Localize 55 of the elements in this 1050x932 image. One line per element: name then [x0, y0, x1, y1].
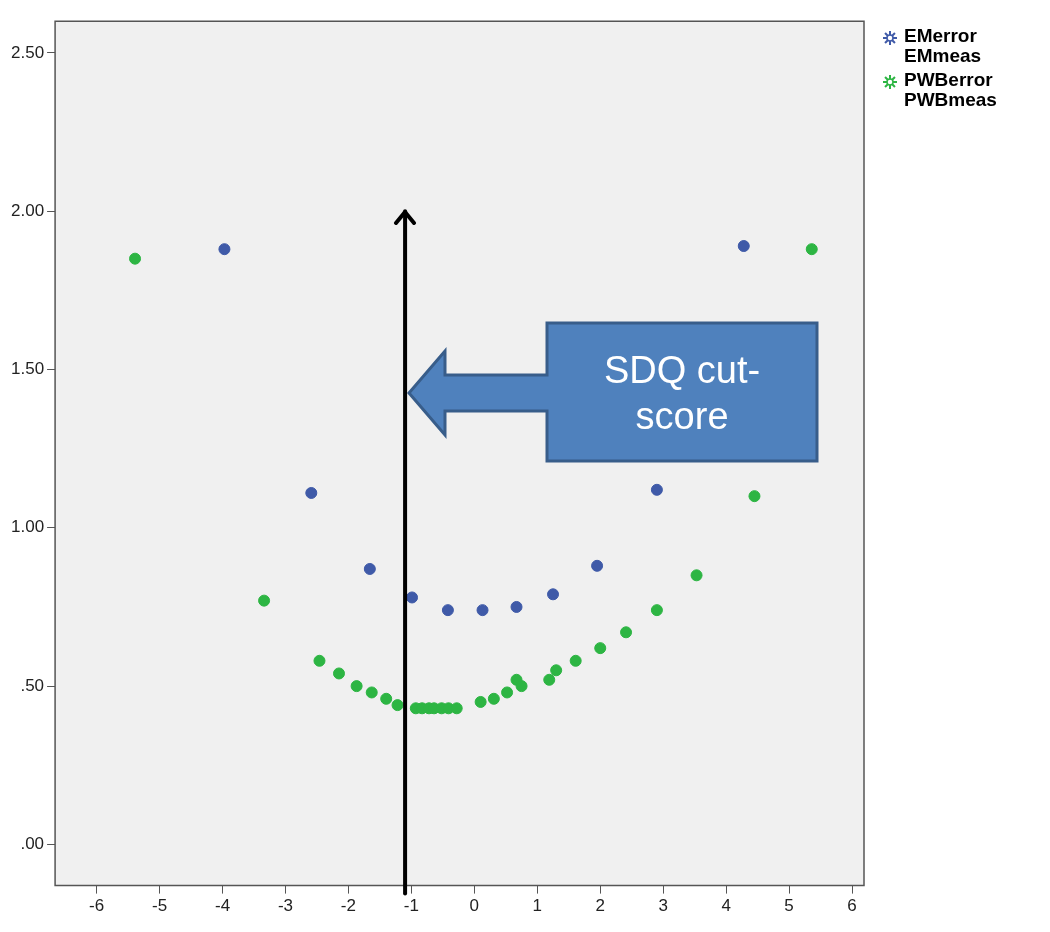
- point: [591, 559, 604, 572]
- point: [350, 680, 363, 693]
- point: [515, 680, 528, 693]
- point: [594, 642, 607, 655]
- point: [313, 654, 326, 667]
- point: [305, 486, 318, 499]
- point: [501, 686, 514, 699]
- point: [650, 483, 663, 496]
- y-tick-label: .50: [20, 675, 45, 695]
- point: [748, 490, 761, 503]
- point: [258, 594, 271, 607]
- point: [487, 692, 500, 705]
- x-tick-label: 1: [532, 896, 543, 916]
- y-tick-label: 2.50: [10, 42, 45, 62]
- point: [363, 562, 376, 575]
- x-tick-label: -3: [277, 896, 294, 916]
- x-tick-label: -5: [152, 896, 168, 916]
- point: [474, 695, 487, 708]
- point: [547, 588, 560, 601]
- point: [690, 569, 703, 582]
- point: [391, 699, 404, 712]
- x-tick-label: 6: [847, 896, 857, 916]
- point: [129, 252, 142, 265]
- point: [332, 667, 345, 680]
- point: [550, 664, 563, 677]
- point: [805, 243, 818, 256]
- point: [406, 591, 419, 604]
- point: [510, 600, 523, 613]
- y-tick-label: 1.50: [10, 359, 45, 379]
- x-tick-label: 4: [721, 896, 731, 916]
- point: [650, 604, 663, 617]
- legend-label: PWBerror PWBmeas: [904, 69, 998, 110]
- point: [737, 240, 750, 253]
- point: [441, 604, 454, 617]
- point: [380, 692, 393, 705]
- point: [569, 654, 582, 667]
- point: [365, 686, 378, 699]
- callout-arrow: SDQ cut-score: [407, 320, 822, 465]
- point: [476, 604, 489, 617]
- y-tick-label: 1.00: [10, 517, 45, 537]
- legend-label: EMerror EMmeas: [904, 25, 983, 66]
- x-tick-label: 0: [469, 896, 480, 916]
- x-tick-label: -6: [89, 896, 105, 916]
- x-tick-label: 5: [784, 896, 794, 916]
- y-tick-label: .00: [20, 834, 45, 854]
- point: [543, 673, 556, 686]
- x-tick-label: -2: [340, 896, 356, 916]
- x-tick-label: 2: [595, 896, 605, 916]
- x-tick-label: -4: [214, 896, 231, 916]
- point: [620, 626, 633, 639]
- x-tick-label: 3: [658, 896, 668, 916]
- x-tick-label: -1: [403, 896, 419, 916]
- point: [218, 243, 231, 256]
- annotation: SDQ cut-score: [602, 347, 762, 439]
- y-tick-label: 2.00: [10, 200, 45, 220]
